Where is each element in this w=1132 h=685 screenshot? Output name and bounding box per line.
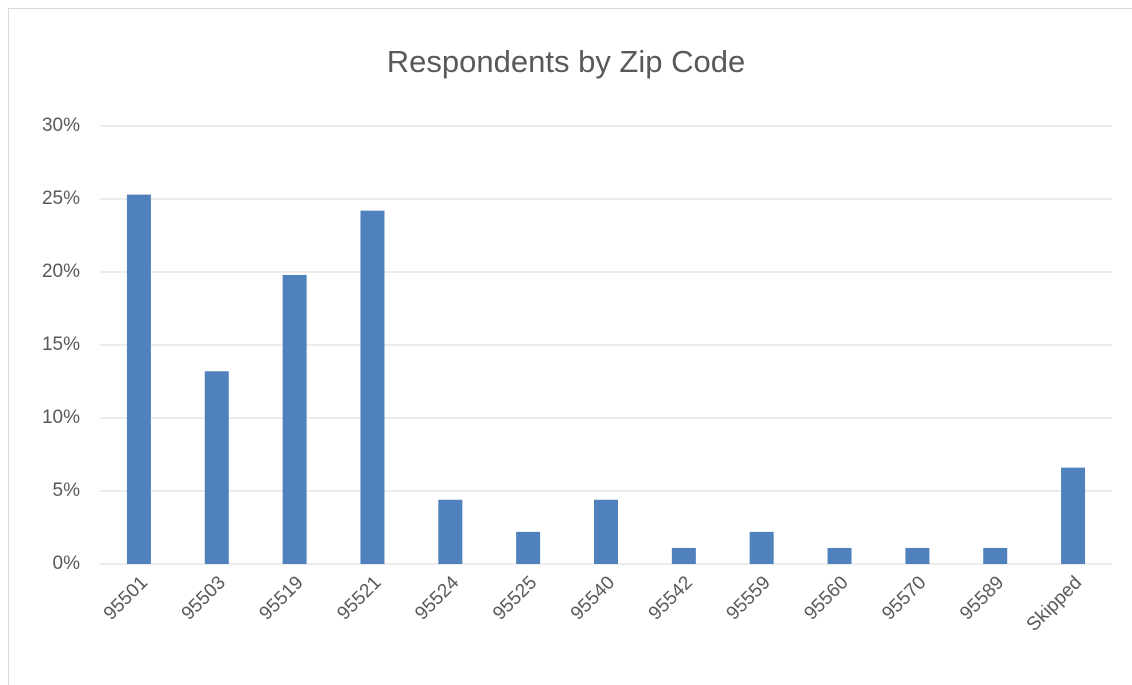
bar <box>671 547 696 564</box>
bar <box>983 547 1008 564</box>
bar <box>749 531 774 564</box>
y-tick-label: 25% <box>42 188 80 209</box>
y-tick-label: 30% <box>42 115 80 136</box>
bar <box>594 499 618 564</box>
y-tick-label: 15% <box>42 334 80 355</box>
bar <box>282 274 307 564</box>
y-tick-label: 20% <box>42 261 80 282</box>
bar <box>204 371 229 564</box>
bar <box>126 194 151 564</box>
bar <box>1061 467 1086 564</box>
bar <box>827 547 852 564</box>
bar <box>438 499 463 564</box>
y-tick-label: 10% <box>42 407 80 428</box>
y-tick-label: 5% <box>53 480 81 501</box>
chart-title: Respondents by Zip Code <box>387 44 745 79</box>
bar <box>360 210 385 564</box>
y-tick-label: 0% <box>53 553 81 574</box>
bar <box>516 531 541 564</box>
chart-frame <box>8 8 1132 685</box>
bar <box>905 547 930 564</box>
